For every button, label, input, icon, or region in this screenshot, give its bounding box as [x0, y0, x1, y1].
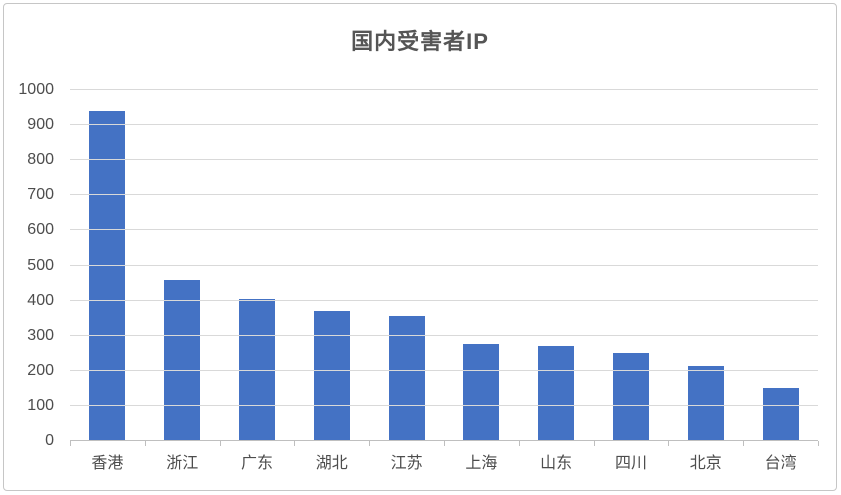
gridline: [70, 229, 818, 231]
x-axis-category-label: 四川: [614, 455, 647, 472]
x-axis-category-label: 江苏: [390, 455, 423, 472]
x-axis-category-label: 台湾: [764, 455, 797, 472]
x-axis-category-label: 广东: [240, 455, 273, 472]
x-axis-tick: [144, 441, 146, 446]
bar-slot: [668, 90, 743, 441]
bar-slot: [743, 90, 818, 441]
x-axis-tick: [70, 441, 71, 446]
gridline: [70, 194, 818, 196]
x-axis-tick: [444, 441, 445, 446]
bar-slot: [519, 90, 594, 441]
bar: [89, 111, 126, 441]
bar: [463, 344, 500, 441]
bar: [538, 346, 575, 441]
gridline: [70, 124, 818, 126]
x-axis-category-label: 浙江: [166, 455, 199, 472]
bar-slot: [444, 90, 519, 441]
bar: [313, 311, 350, 441]
bar-slot: [369, 90, 444, 441]
y-axis-tick-label: 700: [27, 186, 54, 204]
y-axis-tick-label: 400: [27, 291, 54, 309]
x-axis-tick: [219, 441, 221, 446]
x-axis-category-label: 湖北: [315, 455, 348, 472]
bar: [762, 388, 799, 441]
y-axis-tick-label: 1000: [18, 81, 54, 98]
y-axis-tick-label: 100: [27, 396, 54, 414]
bar: [612, 353, 649, 441]
x-axis-category-label: 香港: [91, 455, 124, 472]
bar-slot: [594, 90, 669, 441]
x-axis-category-label: 山东: [540, 455, 573, 472]
bar-slot: [220, 90, 295, 441]
bar-slot: [70, 90, 145, 441]
bar: [388, 316, 425, 441]
y-axis-tick-label: 0: [45, 432, 54, 449]
y-axis-tick-label: 600: [27, 221, 54, 239]
bar-series: [70, 90, 818, 441]
y-axis-tick-label: 200: [27, 361, 54, 379]
gridline: [70, 299, 818, 301]
bar: [687, 365, 724, 441]
x-axis-tick: [668, 441, 670, 446]
chart-title: 国内受害者IP: [351, 29, 489, 54]
x-axis-category-label: 上海: [465, 455, 498, 472]
bar-slot: [294, 90, 369, 441]
x-axis-tick: [593, 441, 595, 446]
chart-frame: 国内受害者IP 0 100 200 300 400 500 600 700 800 900 1000…: [3, 3, 837, 491]
gridline: [70, 89, 818, 90]
x-axis-tick: [369, 441, 371, 446]
x-axis-tick: [518, 441, 520, 446]
x-axis-tick: [294, 441, 296, 446]
y-axis: 0 100 200 300 400 500 600 700 800 900 1000: [4, 82, 62, 449]
bar-slot: [145, 90, 220, 441]
gridline: [70, 369, 818, 371]
y-axis-tick-label: 900: [27, 116, 54, 134]
gridline: [70, 264, 818, 266]
y-axis-tick-label: 500: [27, 256, 54, 274]
x-axis: 香港 浙江 广东 湖北 江苏 上海 山东 四川 北京 台湾: [70, 449, 818, 473]
bar: [164, 279, 201, 441]
x-axis-tick: [743, 441, 745, 446]
gridline: [70, 404, 818, 406]
plot-area: [70, 89, 819, 446]
y-axis-tick-label: 300: [27, 326, 54, 344]
y-axis-tick-label: 800: [27, 151, 54, 169]
gridline: [70, 159, 818, 161]
x-axis-category-label: 北京: [689, 455, 722, 472]
gridline: [70, 334, 818, 336]
x-axis-tick: [818, 441, 819, 446]
x-axis-line: [70, 440, 818, 441]
